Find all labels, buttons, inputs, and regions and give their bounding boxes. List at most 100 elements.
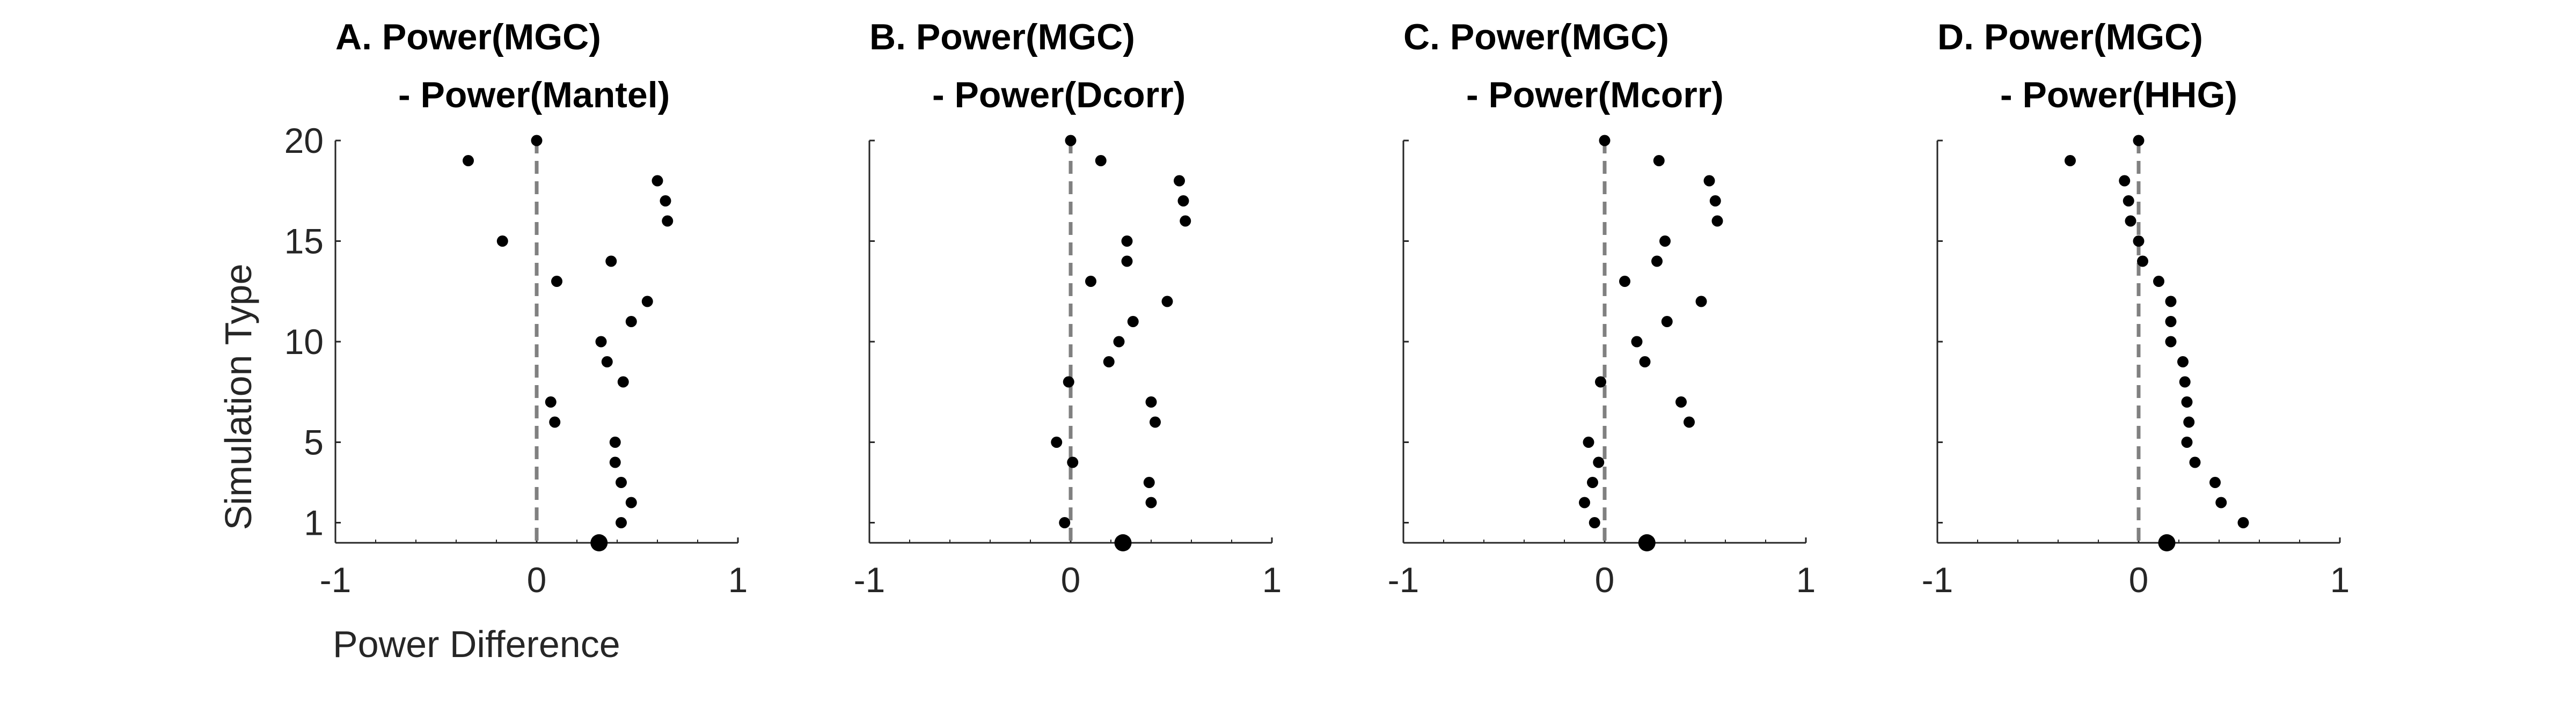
data-point (2165, 316, 2177, 327)
data-point (1095, 155, 1107, 166)
data-point (1595, 376, 1606, 388)
panel-title-line2: - Power(Dcorr) (932, 75, 1185, 115)
data-point (1651, 255, 1663, 267)
data-point (1065, 135, 1077, 146)
x-tick-label: -1 (1388, 560, 1419, 600)
data-point (609, 456, 621, 468)
data-point (1150, 416, 1161, 428)
data-point (1684, 416, 1695, 428)
data-point (2133, 135, 2145, 146)
data-point (660, 195, 671, 206)
x-tick-label: -1 (320, 560, 352, 600)
data-point (625, 316, 637, 327)
data-point (1051, 437, 1063, 448)
data-point (2209, 477, 2221, 488)
panel-title-line2: - Power(Mantel) (398, 75, 670, 115)
panel-title-line2: - Power(Mcorr) (1466, 75, 1724, 115)
y-tick-label: 10 (284, 322, 324, 362)
data-point (616, 477, 627, 488)
summary-point (2158, 534, 2176, 551)
data-point (1593, 456, 1605, 468)
data-point (2181, 396, 2193, 408)
data-point (1174, 175, 1185, 187)
y-tick-label: 20 (284, 121, 324, 160)
panel-4: D. Power(MGC) - Power(HHG) -1 0 1 (1922, 17, 2350, 600)
data-point (1675, 396, 1687, 408)
data-point (2133, 235, 2145, 247)
x-tick-label: 0 (2129, 560, 2149, 600)
summary-point (1114, 534, 1132, 551)
data-point (616, 517, 627, 528)
data-point (2065, 155, 2076, 166)
y-tick-label: 1 (304, 503, 324, 543)
data-point (1631, 336, 1643, 348)
panel-title-line1: B. Power(MGC) (869, 17, 1135, 57)
x-tick-label: -1 (854, 560, 885, 600)
x-tick-label: -1 (1922, 560, 1953, 600)
data-point (595, 336, 607, 348)
data-point (1161, 296, 1173, 307)
data-point (2189, 456, 2201, 468)
data-point (463, 155, 474, 166)
data-point (1579, 497, 1590, 508)
data-point (601, 356, 613, 367)
data-point (1659, 235, 1671, 247)
data-point (1145, 497, 1157, 508)
panel-2: B. Power(MGC) - Power(Dcorr) -1 0 1 (854, 17, 1282, 600)
data-point (1145, 396, 1157, 408)
data-point (609, 437, 621, 448)
data-point (2181, 437, 2193, 448)
data-point (2215, 497, 2227, 508)
data-point (1583, 437, 1594, 448)
data-point (1127, 316, 1139, 327)
data-point (1085, 276, 1096, 287)
data-point (496, 235, 508, 247)
data-point (2119, 175, 2131, 187)
y-tick-label: 5 (304, 423, 324, 462)
data-point (617, 376, 629, 388)
data-point (2177, 356, 2189, 367)
x-tick-label: 1 (728, 560, 748, 600)
data-point (1711, 215, 1723, 227)
panel-title-line1: C. Power(MGC) (1403, 17, 1669, 57)
data-point (2237, 517, 2249, 528)
x-tick-label: 1 (1262, 560, 1282, 600)
x-tick-label: 1 (1796, 560, 1816, 600)
data-point (1639, 356, 1651, 367)
x-tick-label: 1 (2330, 560, 2350, 600)
data-point (662, 215, 674, 227)
data-point (625, 497, 637, 508)
x-axis-label: Power Difference (333, 623, 620, 665)
summary-point (1638, 534, 1656, 551)
x-tick-label: 0 (527, 560, 547, 600)
panels: A. Power(MGC)- Power(Mantel)-1 0 115101520… (284, 17, 2350, 600)
data-point (652, 175, 663, 187)
data-point (1121, 255, 1133, 267)
data-point (531, 135, 543, 146)
data-point (1121, 235, 1133, 247)
data-point (2183, 416, 2195, 428)
data-point (2137, 255, 2148, 267)
data-point (2123, 195, 2134, 206)
panel-title-line1: A. Power(MGC) (335, 17, 601, 57)
data-point (2165, 296, 2177, 307)
data-point (1059, 517, 1071, 528)
data-point (1063, 376, 1074, 388)
data-point (1661, 316, 1673, 327)
panel-title-line1: D. Power(MGC) (1937, 17, 2203, 57)
panel-3: C. Power(MGC) - Power(Mcorr) -1 0 1 (1388, 17, 1816, 600)
data-point (1113, 336, 1125, 348)
data-point (1703, 175, 1715, 187)
summary-point (590, 534, 608, 551)
data-point (1709, 195, 1721, 206)
x-tick-label: 0 (1061, 560, 1081, 600)
data-point (1695, 296, 1707, 307)
data-point (605, 255, 617, 267)
data-point (549, 416, 561, 428)
data-point (1067, 456, 1079, 468)
data-point (1587, 477, 1598, 488)
data-point (1619, 276, 1630, 287)
